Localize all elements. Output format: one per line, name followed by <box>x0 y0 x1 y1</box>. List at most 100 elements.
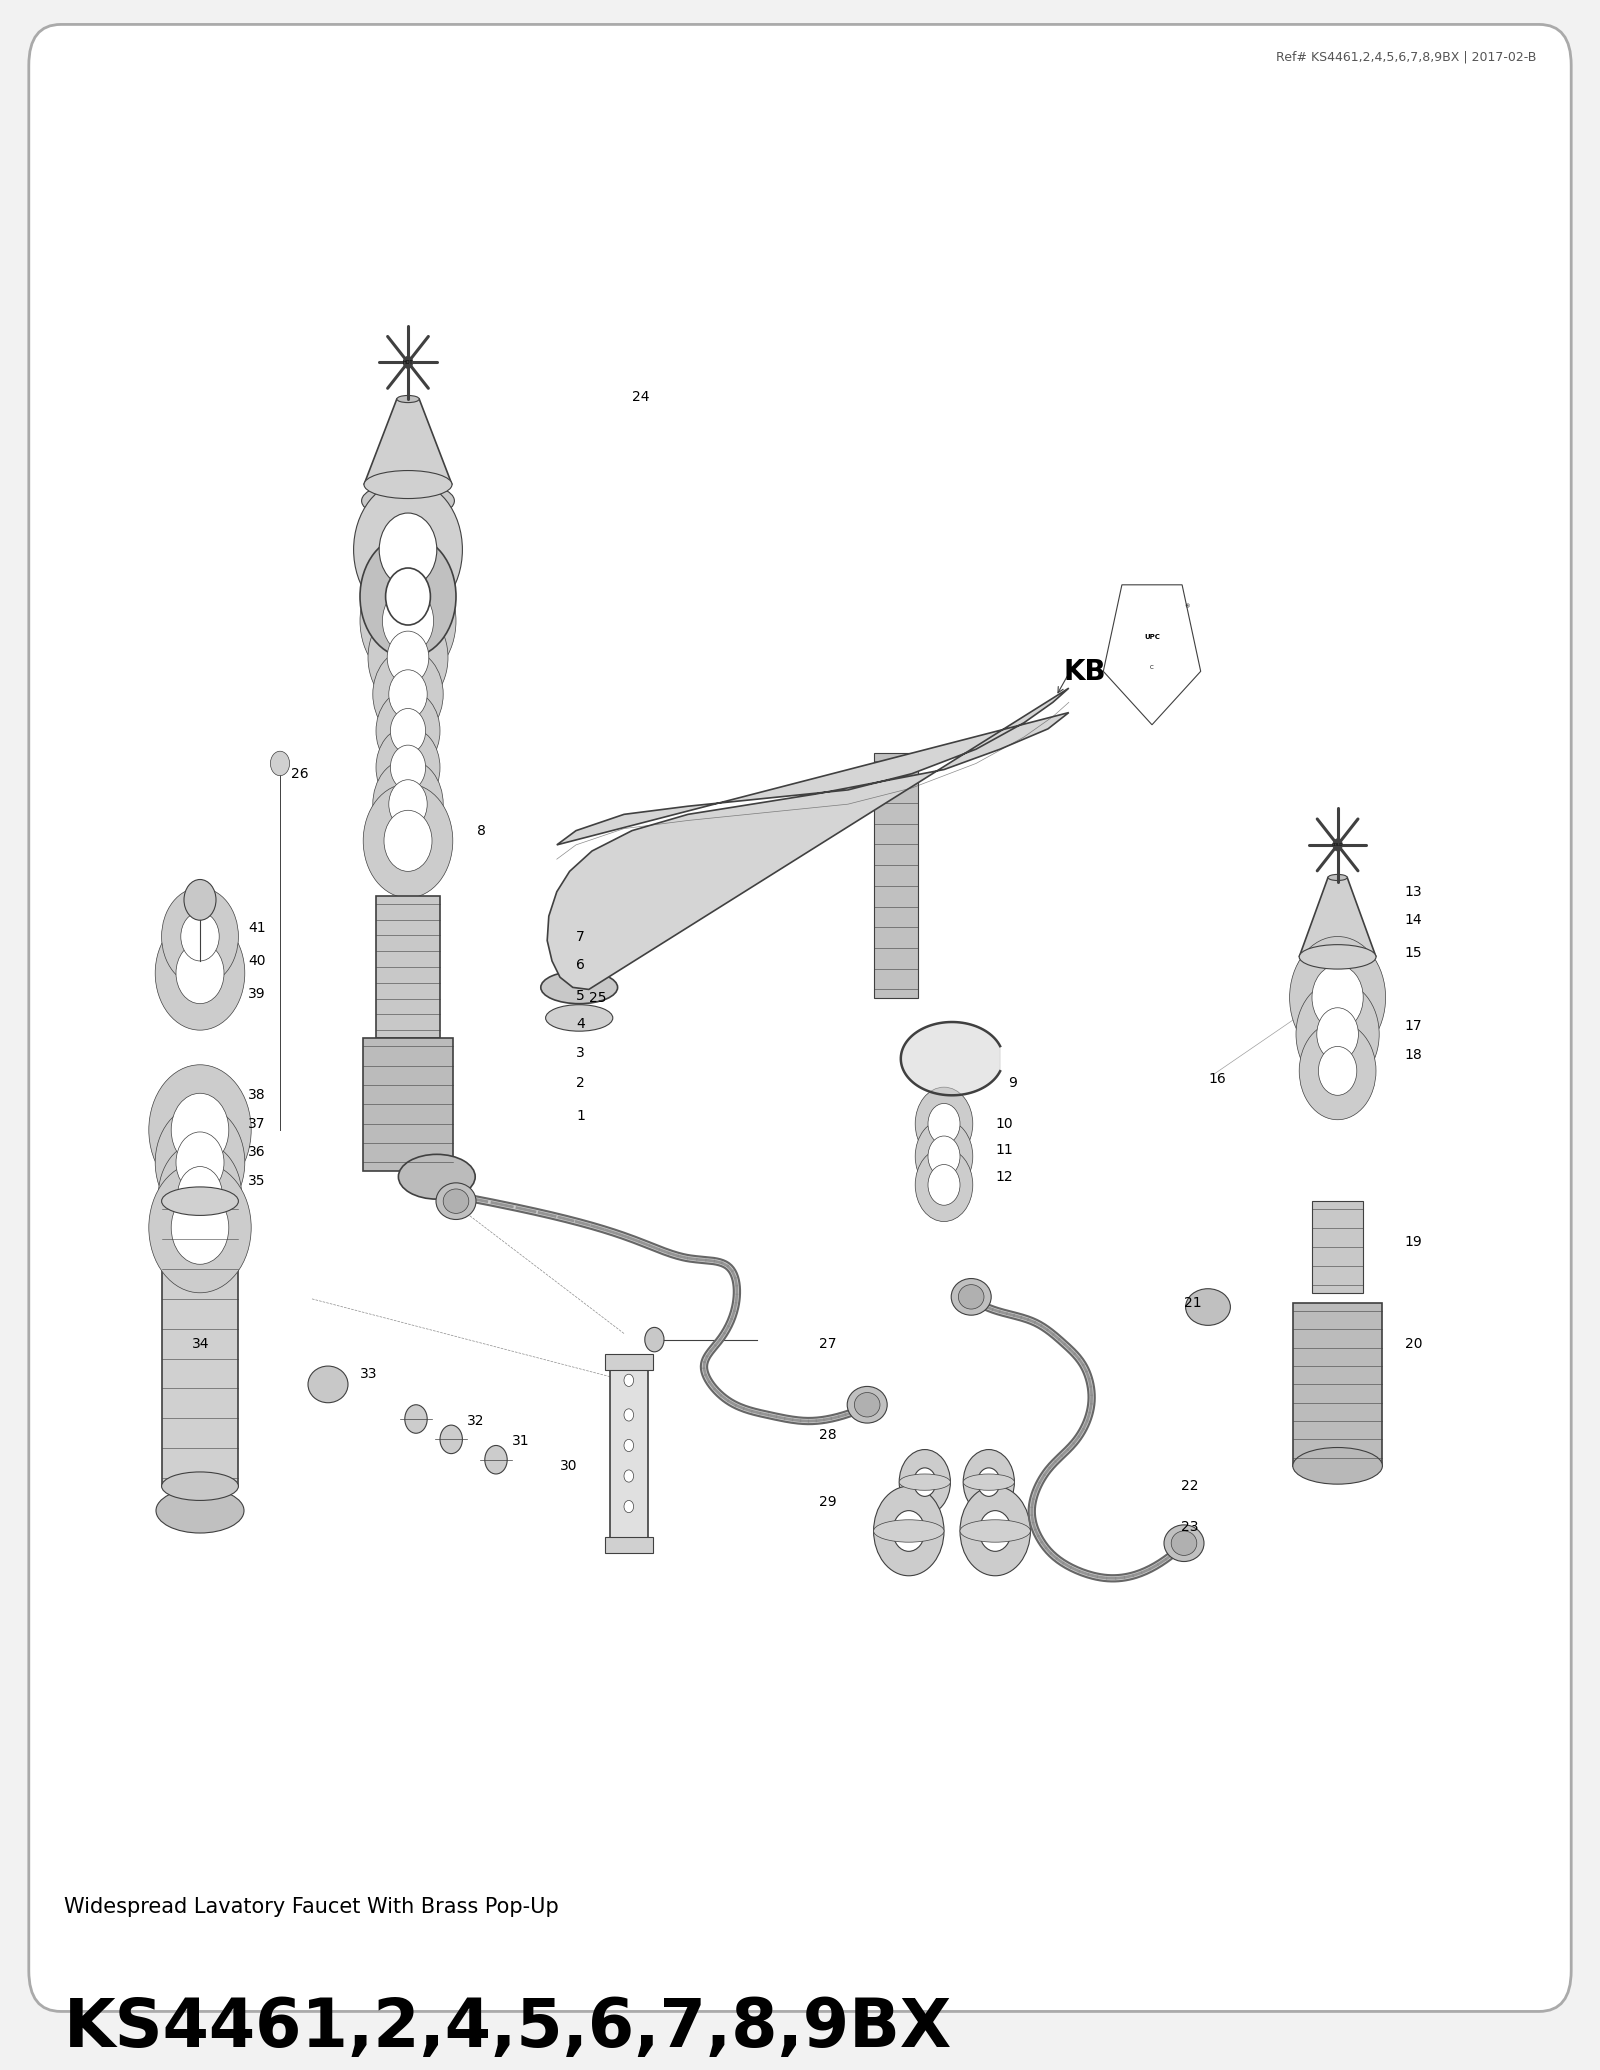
Text: HOT: HOT <box>403 360 413 364</box>
FancyBboxPatch shape <box>29 25 1571 2012</box>
Text: 25: 25 <box>589 992 606 1004</box>
Polygon shape <box>547 687 1069 989</box>
Ellipse shape <box>189 956 211 967</box>
Bar <box>610 1360 648 1552</box>
Circle shape <box>960 1486 1030 1575</box>
Circle shape <box>178 1167 222 1223</box>
Bar <box>1312 1201 1363 1294</box>
Text: 35: 35 <box>248 1174 266 1188</box>
Text: 31: 31 <box>512 1435 530 1449</box>
Text: 1: 1 <box>576 1110 586 1122</box>
Ellipse shape <box>960 1519 1030 1542</box>
Circle shape <box>978 1468 1000 1497</box>
Circle shape <box>979 1511 1011 1550</box>
Circle shape <box>915 1149 973 1221</box>
Text: 36: 36 <box>248 1145 266 1159</box>
Ellipse shape <box>398 1155 475 1199</box>
Ellipse shape <box>307 1366 349 1403</box>
Circle shape <box>390 745 426 791</box>
Circle shape <box>354 480 462 619</box>
Text: 28: 28 <box>819 1428 837 1443</box>
Text: 10: 10 <box>995 1118 1013 1130</box>
Circle shape <box>928 1136 960 1176</box>
Ellipse shape <box>397 395 419 402</box>
Circle shape <box>624 1501 634 1513</box>
Text: KB: KB <box>1064 658 1107 685</box>
Circle shape <box>624 1410 634 1420</box>
Text: 14: 14 <box>1405 913 1422 927</box>
Ellipse shape <box>854 1393 880 1418</box>
Polygon shape <box>1104 586 1200 724</box>
Circle shape <box>158 1143 242 1248</box>
Circle shape <box>403 356 413 368</box>
Circle shape <box>382 588 434 654</box>
Circle shape <box>963 1449 1014 1515</box>
Circle shape <box>1317 1008 1358 1060</box>
Ellipse shape <box>1299 944 1376 969</box>
Circle shape <box>915 1087 973 1161</box>
Text: 3: 3 <box>576 1045 584 1060</box>
Circle shape <box>624 1439 634 1451</box>
Ellipse shape <box>362 482 454 520</box>
Ellipse shape <box>157 1488 243 1534</box>
Circle shape <box>1290 936 1386 1058</box>
Text: 29: 29 <box>819 1495 837 1509</box>
Text: 39: 39 <box>248 987 266 1000</box>
Circle shape <box>379 513 437 586</box>
Text: 4: 4 <box>576 1016 584 1031</box>
Bar <box>605 1538 653 1552</box>
Text: 19: 19 <box>1405 1236 1422 1248</box>
Circle shape <box>171 1093 229 1167</box>
Circle shape <box>184 880 216 921</box>
Text: Ref# KS4461,2,4,5,6,7,8,9BX | 2017-02-B: Ref# KS4461,2,4,5,6,7,8,9BX | 2017-02-B <box>1275 52 1536 64</box>
Circle shape <box>624 1470 634 1482</box>
Text: 9: 9 <box>1008 1076 1018 1091</box>
Polygon shape <box>901 1023 1000 1095</box>
Bar <box>605 1354 653 1370</box>
Bar <box>363 1039 453 1172</box>
Circle shape <box>893 1511 925 1550</box>
Text: 6: 6 <box>576 958 586 973</box>
Text: 38: 38 <box>248 1089 266 1103</box>
Circle shape <box>928 1165 960 1205</box>
Text: 15: 15 <box>1405 946 1422 960</box>
Text: 20: 20 <box>1405 1337 1422 1352</box>
Circle shape <box>914 1468 936 1497</box>
Ellipse shape <box>162 1472 238 1501</box>
Ellipse shape <box>365 470 453 499</box>
Text: 23: 23 <box>1181 1519 1198 1534</box>
Ellipse shape <box>1165 1526 1205 1561</box>
Circle shape <box>149 1064 251 1194</box>
Circle shape <box>1299 1023 1376 1120</box>
Circle shape <box>440 1424 462 1453</box>
Ellipse shape <box>1328 874 1347 880</box>
Text: 13: 13 <box>1405 884 1422 898</box>
Circle shape <box>373 760 443 849</box>
Circle shape <box>389 780 427 828</box>
Circle shape <box>176 1132 224 1192</box>
Polygon shape <box>1299 878 1376 956</box>
Ellipse shape <box>435 1182 477 1219</box>
Text: ®: ® <box>1184 604 1190 609</box>
Circle shape <box>360 559 456 681</box>
Text: COLD: COLD <box>1331 842 1344 847</box>
Text: 2: 2 <box>576 1076 584 1091</box>
Text: 18: 18 <box>1405 1047 1422 1062</box>
Circle shape <box>363 785 453 898</box>
Text: 17: 17 <box>1405 1018 1422 1033</box>
Circle shape <box>360 536 456 658</box>
Ellipse shape <box>1186 1290 1230 1325</box>
Bar <box>874 753 918 998</box>
Circle shape <box>405 1406 427 1432</box>
Text: 32: 32 <box>467 1414 485 1428</box>
Text: 11: 11 <box>995 1143 1013 1157</box>
Text: 24: 24 <box>632 389 650 404</box>
Bar <box>1293 1302 1382 1466</box>
Text: 33: 33 <box>360 1366 378 1381</box>
Circle shape <box>899 1449 950 1515</box>
Text: KS4461,2,4,5,6,7,8,9BX: KS4461,2,4,5,6,7,8,9BX <box>64 1995 952 2062</box>
Text: 12: 12 <box>995 1170 1013 1184</box>
Text: Widespread Lavatory Faucet With Brass Pop-Up: Widespread Lavatory Faucet With Brass Po… <box>64 1898 558 1917</box>
Circle shape <box>386 567 430 625</box>
Circle shape <box>390 708 426 753</box>
